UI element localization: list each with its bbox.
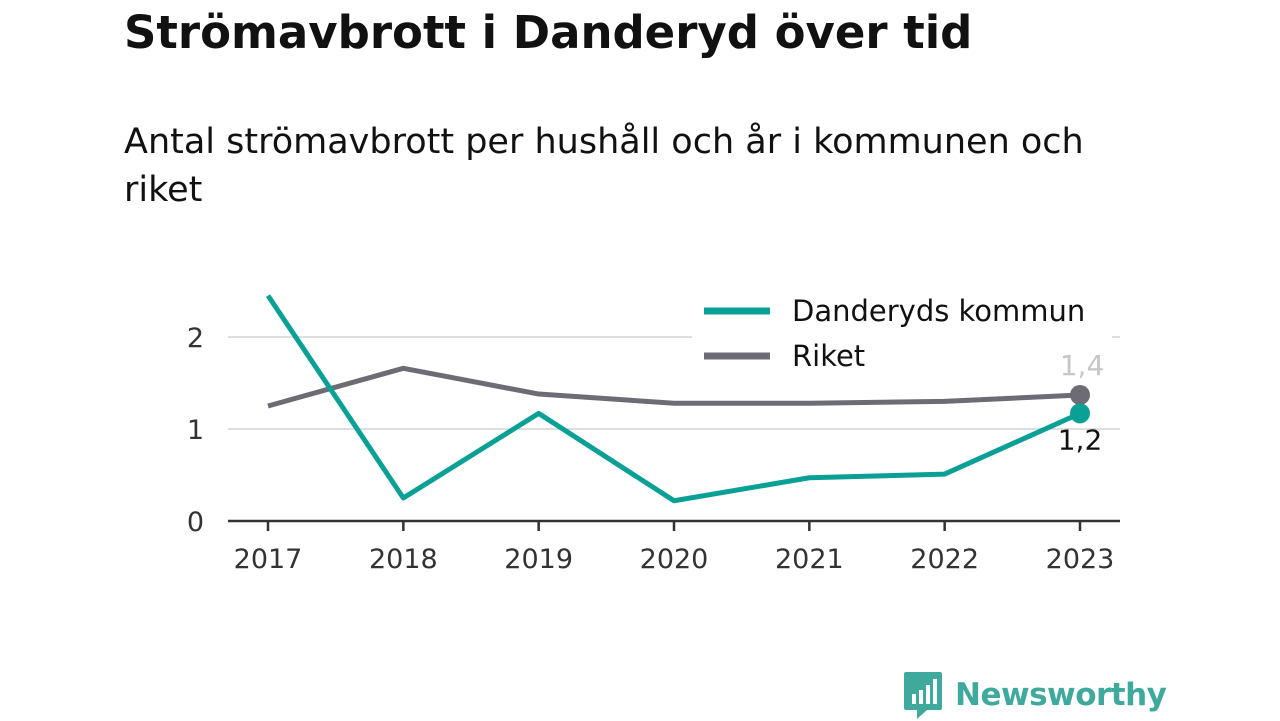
bar-chart-speech-bubble-icon (904, 672, 942, 719)
y-tick-label: 2 (187, 323, 204, 354)
series-lines (265, 294, 1090, 504)
legend-label: Danderyds kommun (792, 294, 1085, 328)
chart-title: Strömavbrott i Danderyd över tid (124, 6, 973, 59)
legend-background (692, 288, 1112, 378)
chart-subtitle: Antal strömavbrott per hushåll och år i … (124, 122, 1084, 210)
series-end-point (1070, 384, 1090, 405)
legend: Danderyds kommun Riket (692, 288, 1112, 378)
x-axis: 0 1 2 2017 2018 2019 2020 2021 2022 2023 (187, 323, 1120, 575)
danderyd-end-value-label: 1,2 (1058, 423, 1103, 456)
series-end-point (1070, 403, 1090, 424)
series-line-danderyd (265, 294, 1082, 504)
x-tick-label: 2018 (369, 544, 438, 575)
x-tick-label: 2017 (234, 544, 303, 575)
series-line-riket (267, 365, 1081, 409)
brand-logo: Newsworthy (903, 669, 1167, 721)
value-labels: 1,4 1,2 (1058, 349, 1105, 456)
y-tick-label: 1 (187, 415, 204, 446)
x-tick-label: 2019 (504, 544, 573, 575)
x-tick-label: 2022 (910, 544, 979, 575)
riket-end-value-label: 1,4 (1060, 349, 1105, 382)
brand-name: Newsworthy (955, 677, 1167, 713)
x-tick-label: 2021 (775, 544, 844, 575)
legend-label: Riket (792, 339, 865, 373)
x-tick-label: 2020 (640, 544, 709, 575)
y-tick-label: 0 (187, 507, 204, 538)
x-tick-label: 2023 (1046, 544, 1115, 575)
